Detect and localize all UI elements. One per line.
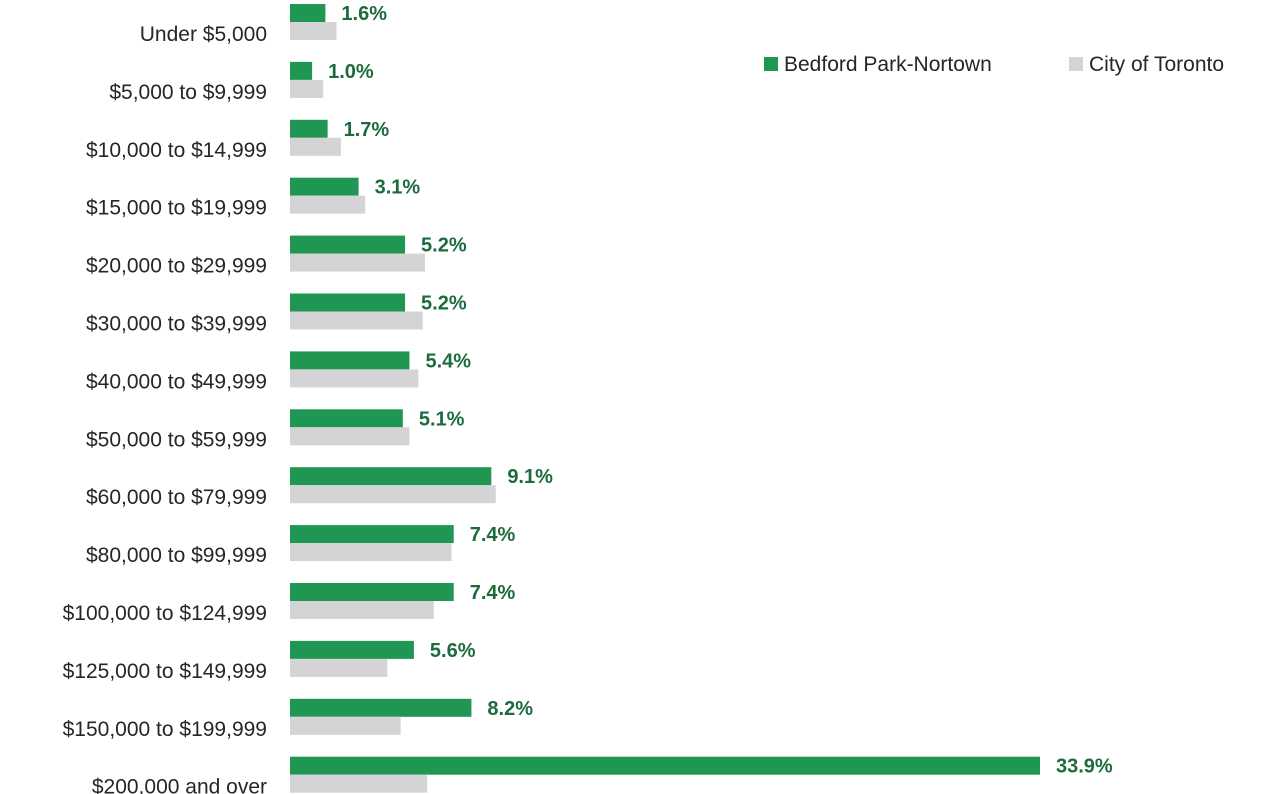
- bar-city-of-toronto-20-000-to-29-999: [290, 253, 425, 272]
- value-label-bedford-park-nortown-30-000-to-39-999: 5.2%: [421, 293, 467, 315]
- category-label-80-000-to-99-999: $80,000 to $99,999: [86, 544, 267, 567]
- category-label-15-000-to-19-999: $15,000 to $19,999: [86, 197, 267, 220]
- value-label-bedford-park-nortown-15-000-to-19-999: 3.1%: [375, 177, 421, 199]
- value-label-bedford-park-nortown-125-000-to-149-999: 5.6%: [430, 640, 476, 662]
- value-label-bedford-park-nortown-50-000-to-59-999: 5.1%: [419, 408, 465, 430]
- bar-bedford-park-nortown-50-000-to-59-999: [290, 409, 403, 428]
- category-label-60-000-to-79-999: $60,000 to $79,999: [86, 486, 267, 509]
- legend: Bedford Park-Nortown City of Toronto: [764, 53, 1224, 76]
- category-label-40-000-to-49-999: $40,000 to $49,999: [86, 370, 267, 393]
- bar-bedford-park-nortown-under-5-000: [290, 4, 326, 22]
- bar-bedford-park-nortown-20-000-to-29-999: [290, 235, 406, 254]
- bar-bedford-park-nortown-200-000-and-over: [290, 756, 1040, 775]
- bar-city-of-toronto-50-000-to-59-999: [290, 427, 410, 446]
- category-label-under-5-000: Under $5,000: [140, 23, 267, 46]
- category-label-50-000-to-59-999: $50,000 to $59,999: [86, 428, 267, 451]
- category-label-20-000-to-29-999: $20,000 to $29,999: [86, 255, 267, 278]
- bar-bedford-park-nortown-15-000-to-19-999: [290, 177, 359, 196]
- category-label-30-000-to-39-999: $30,000 to $39,999: [86, 313, 267, 336]
- bar-city-of-toronto-150-000-to-199-999: [290, 716, 401, 735]
- bar-city-of-toronto-60-000-to-79-999: [290, 485, 496, 504]
- value-label-bedford-park-nortown-100-000-to-124-999: 7.4%: [470, 582, 516, 604]
- legend-swatch-bedford-park-nortown: [764, 57, 778, 71]
- value-label-bedford-park-nortown-20-000-to-29-999: 5.2%: [421, 235, 467, 257]
- legend-label-bedford-park-nortown: Bedford Park-Nortown: [784, 53, 992, 76]
- category-label-100-000-to-124-999: $100,000 to $124,999: [63, 602, 267, 625]
- bar-city-of-toronto-10-000-to-14-999: [290, 137, 341, 156]
- bar-city-of-toronto-under-5-000: [290, 22, 337, 40]
- value-label-bedford-park-nortown-60-000-to-79-999: 9.1%: [507, 466, 553, 488]
- bar-city-of-toronto-100-000-to-124-999: [290, 601, 434, 619]
- value-label-bedford-park-nortown-5-000-to-9-999: 1.0%: [328, 61, 374, 83]
- value-labels-group: 1.6% 1.0% 1.7% 3.1% 5.2% 5.2% 5.4% 5.1% 9.1% 7.4%…: [328, 3, 1113, 778]
- category-label-10-000-to-14-999: $10,000 to $14,999: [86, 139, 267, 162]
- bar-bedford-park-nortown-125-000-to-149-999: [290, 640, 414, 659]
- value-label-bedford-park-nortown-200-000-and-over: 33.9%: [1056, 756, 1113, 778]
- bar-bedford-park-nortown-80-000-to-99-999: [290, 525, 454, 544]
- value-label-bedford-park-nortown-under-5-000: 1.6%: [341, 3, 387, 25]
- legend-swatch-city-of-toronto: [1069, 57, 1083, 71]
- bar-bedford-park-nortown-5-000-to-9-999: [290, 61, 313, 80]
- bar-bedford-park-nortown-40-000-to-49-999: [290, 351, 410, 370]
- bar-city-of-toronto-30-000-to-39-999: [290, 311, 423, 330]
- bar-city-of-toronto-40-000-to-49-999: [290, 369, 419, 388]
- bar-city-of-toronto-125-000-to-149-999: [290, 658, 388, 677]
- category-labels-group: Under $5,000 $5,000 to $9,999 $10,000 to $…: [63, 23, 267, 794]
- bar-city-of-toronto-200-000-and-over: [290, 774, 428, 793]
- category-label-5-000-to-9-999: $5,000 to $9,999: [109, 81, 267, 104]
- value-label-bedford-park-nortown-80-000-to-99-999: 7.4%: [470, 524, 516, 546]
- legend-label-city-of-toronto: City of Toronto: [1089, 53, 1224, 76]
- value-label-bedford-park-nortown-150-000-to-199-999: 8.2%: [487, 698, 533, 720]
- bar-bedford-park-nortown-10-000-to-14-999: [290, 119, 328, 138]
- value-label-bedford-park-nortown-10-000-to-14-999: 1.7%: [344, 119, 390, 141]
- bar-bedford-park-nortown-30-000-to-39-999: [290, 293, 406, 312]
- bar-bedford-park-nortown-60-000-to-79-999: [290, 467, 492, 486]
- bar-city-of-toronto-80-000-to-99-999: [290, 543, 452, 562]
- bar-bedford-park-nortown-100-000-to-124-999: [290, 583, 454, 601]
- bar-city-of-toronto-15-000-to-19-999: [290, 195, 366, 214]
- bar-city-of-toronto-5-000-to-9-999: [290, 79, 324, 98]
- category-label-200-000-and-over: $200,000 and over: [92, 776, 267, 794]
- value-label-bedford-park-nortown-40-000-to-49-999: 5.4%: [425, 350, 471, 372]
- category-label-150-000-to-199-999: $150,000 to $199,999: [63, 718, 267, 741]
- bars-group: [290, 4, 1040, 793]
- bar-bedford-park-nortown-150-000-to-199-999: [290, 698, 472, 717]
- category-label-125-000-to-149-999: $125,000 to $149,999: [63, 660, 267, 683]
